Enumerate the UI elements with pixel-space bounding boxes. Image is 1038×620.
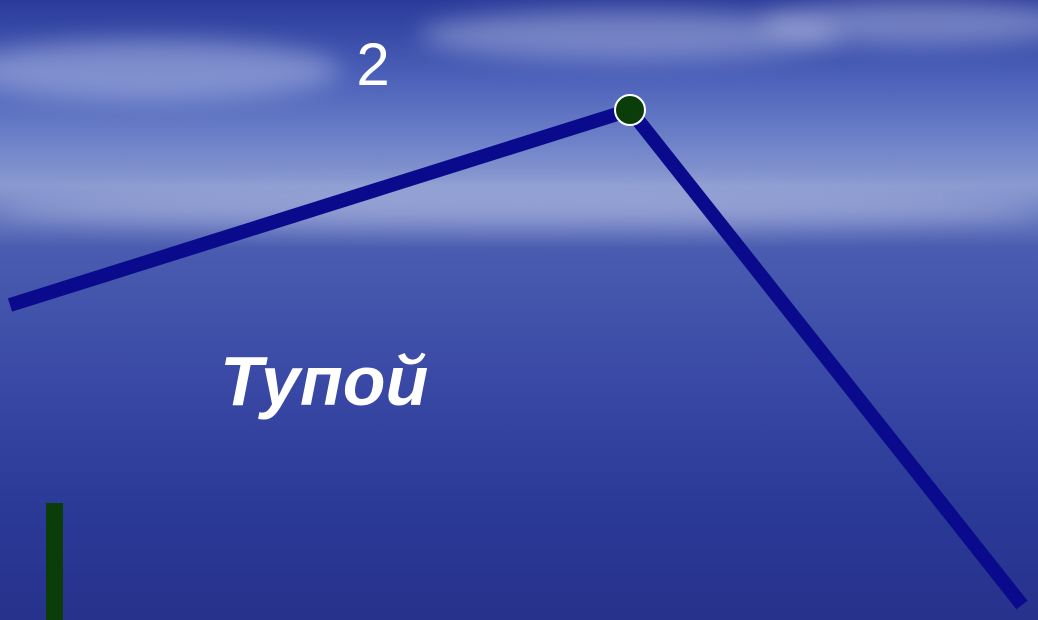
angle-ray [10, 110, 630, 305]
vertex [615, 95, 645, 125]
bar-marker [46, 503, 63, 620]
slide-number: 2 [356, 31, 389, 98]
angle-ray [630, 110, 1022, 605]
slide: 2 Тупой [0, 0, 1038, 620]
angle-type: Тупой [220, 342, 428, 420]
angle-figure: 2 Тупой [0, 0, 1038, 620]
